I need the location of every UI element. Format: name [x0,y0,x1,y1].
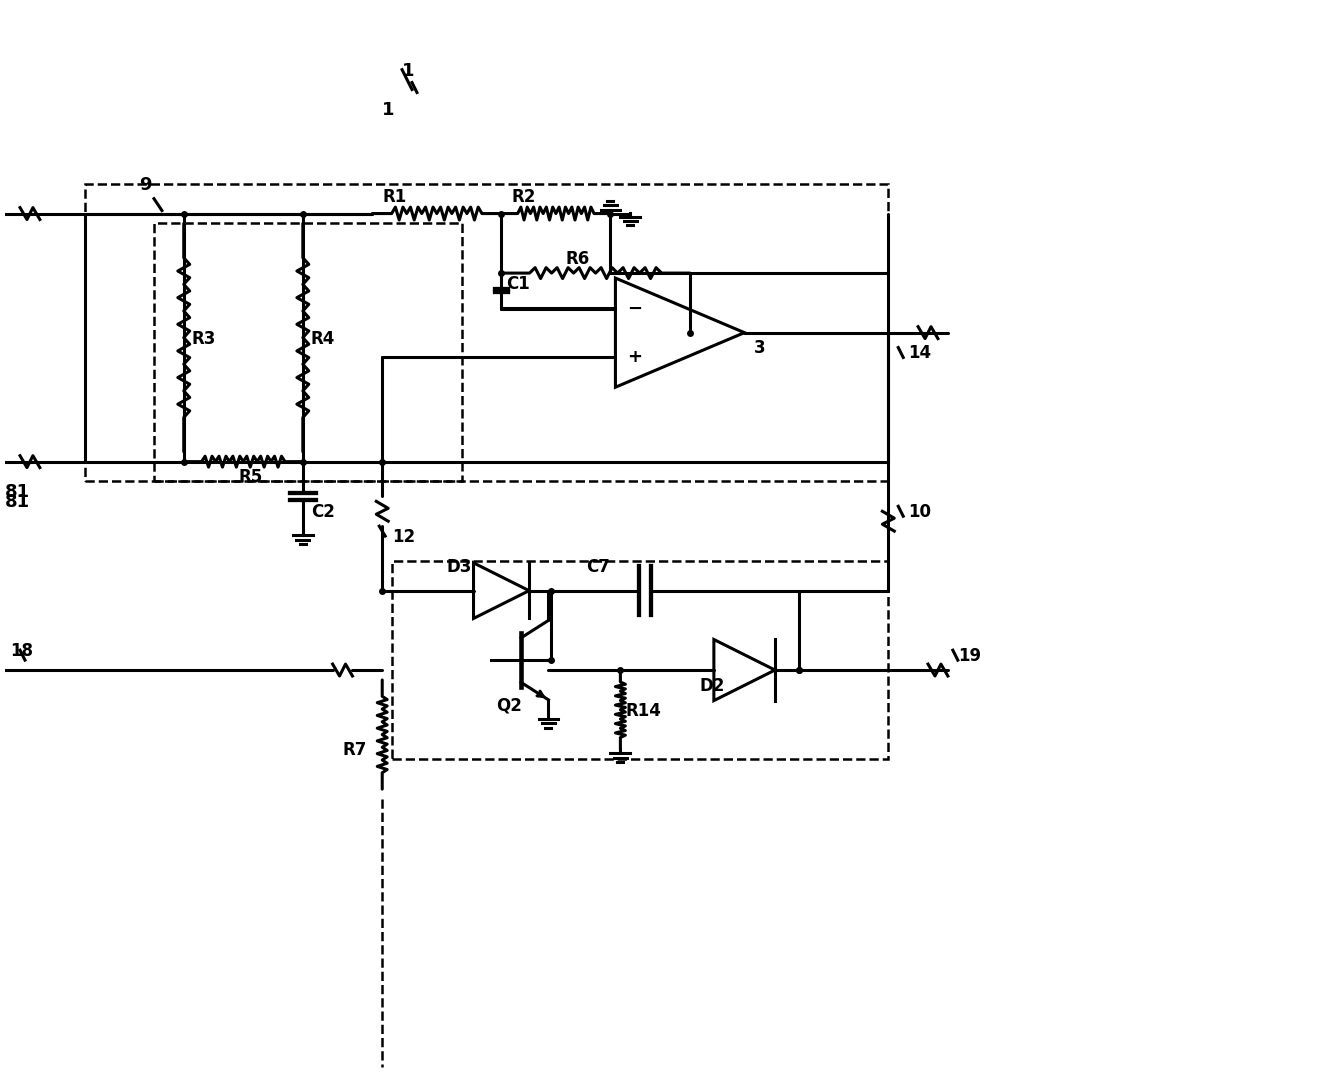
Text: −: − [627,300,642,317]
Text: C1: C1 [506,275,530,293]
Text: 19: 19 [958,647,980,666]
Text: 81: 81 [5,493,31,512]
Text: 81: 81 [5,483,31,502]
Text: Q2: Q2 [497,697,522,715]
Text: 14: 14 [908,345,931,362]
Text: D3: D3 [447,558,473,576]
Text: R3: R3 [192,329,216,348]
Text: 1: 1 [402,61,415,80]
Text: +: + [627,348,642,365]
Text: R2: R2 [512,188,536,205]
Text: D2: D2 [700,676,725,695]
Text: C2: C2 [310,503,334,521]
Text: 9: 9 [140,176,152,194]
Text: 1: 1 [383,101,395,119]
Text: 10: 10 [908,503,931,521]
Text: 18: 18 [11,643,34,660]
Text: R5: R5 [238,468,263,487]
Text: 3: 3 [755,339,766,358]
Text: R1: R1 [383,188,407,205]
Text: R14: R14 [626,702,661,720]
Text: 12: 12 [392,528,415,546]
Text: R4: R4 [310,329,336,348]
Text: R7: R7 [342,742,367,759]
Text: R6: R6 [565,250,590,268]
Text: C7: C7 [586,558,610,576]
